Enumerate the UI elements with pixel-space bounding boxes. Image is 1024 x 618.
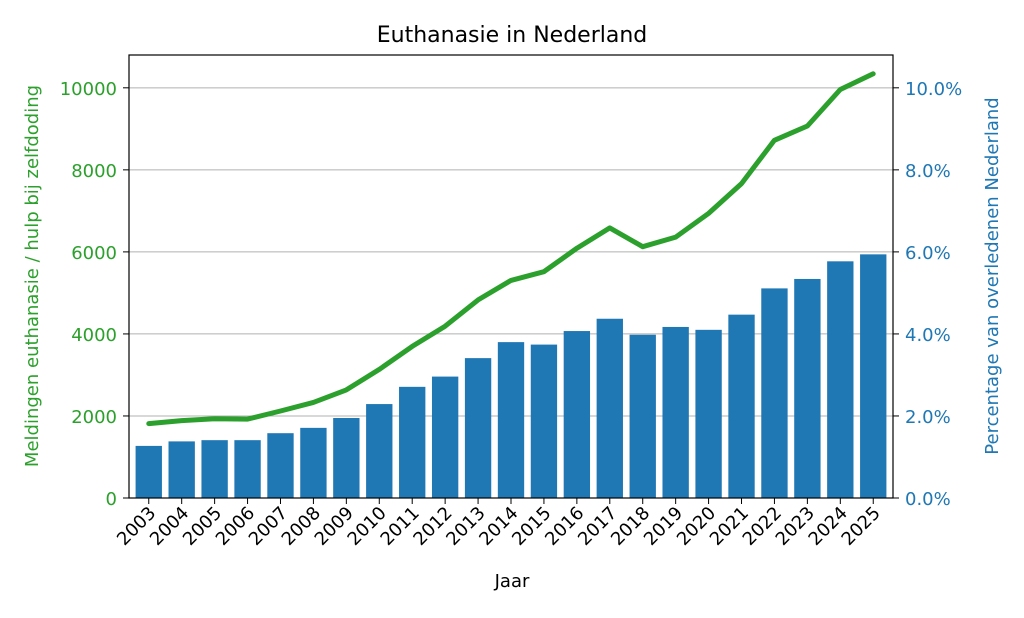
- bar-2008: [300, 428, 326, 498]
- bar-2006: [234, 440, 260, 498]
- x-axis-ticks: 2003200420052006200720082009201020112012…: [113, 498, 885, 550]
- bar-2005: [201, 440, 227, 498]
- bar-2007: [267, 433, 293, 498]
- bar-2024: [827, 261, 853, 498]
- right-tick-label: 8.0%: [905, 161, 951, 182]
- left-tick-label: 0: [106, 489, 117, 510]
- right-tick-label: 4.0%: [905, 325, 951, 346]
- bar-2015: [531, 345, 557, 498]
- left-tick-label: 2000: [71, 407, 117, 428]
- right-y-axis-label: Percentage van overledenen Nederland: [982, 97, 1003, 454]
- bar-2011: [399, 387, 425, 498]
- left-y-axis-label: Meldingen euthanasie / hulp bij zelfdodi…: [22, 85, 43, 467]
- left-tick-label: 4000: [71, 325, 117, 346]
- bar-2013: [465, 358, 491, 498]
- bar-2003: [136, 446, 162, 498]
- bar-2004: [169, 441, 195, 498]
- bar-2025: [860, 254, 886, 498]
- bar-2009: [333, 418, 359, 498]
- bar-2019: [662, 327, 688, 498]
- right-y-axis-ticks: 0.0% 2.0% 4.0% 6.0% 8.0% 10.0%: [893, 79, 962, 510]
- bar-2012: [432, 377, 458, 498]
- right-tick-label: 2.0%: [905, 407, 951, 428]
- bar-2016: [564, 331, 590, 498]
- bar-2023: [794, 279, 820, 498]
- bar-2010: [366, 404, 392, 498]
- bar-2014: [498, 342, 524, 498]
- bar-2020: [695, 330, 721, 498]
- bar-series: [136, 254, 887, 498]
- left-y-axis-ticks: 0 2000 4000 6000 8000 10000: [60, 79, 129, 510]
- right-tick-label: 0.0%: [905, 489, 951, 510]
- right-tick-label: 6.0%: [905, 243, 951, 264]
- left-tick-label: 10000: [60, 79, 117, 100]
- bar-2017: [597, 319, 623, 498]
- x-axis-label: Jaar: [494, 571, 530, 592]
- chart-title: Euthanasie in Nederland: [377, 23, 648, 48]
- left-tick-label: 8000: [71, 161, 117, 182]
- bar-2018: [630, 335, 656, 498]
- bar-2022: [761, 288, 787, 498]
- right-tick-label: 10.0%: [905, 79, 962, 100]
- bar-2021: [728, 315, 754, 498]
- left-tick-label: 6000: [71, 243, 117, 264]
- x-tick-label-2025: 2025: [838, 503, 885, 550]
